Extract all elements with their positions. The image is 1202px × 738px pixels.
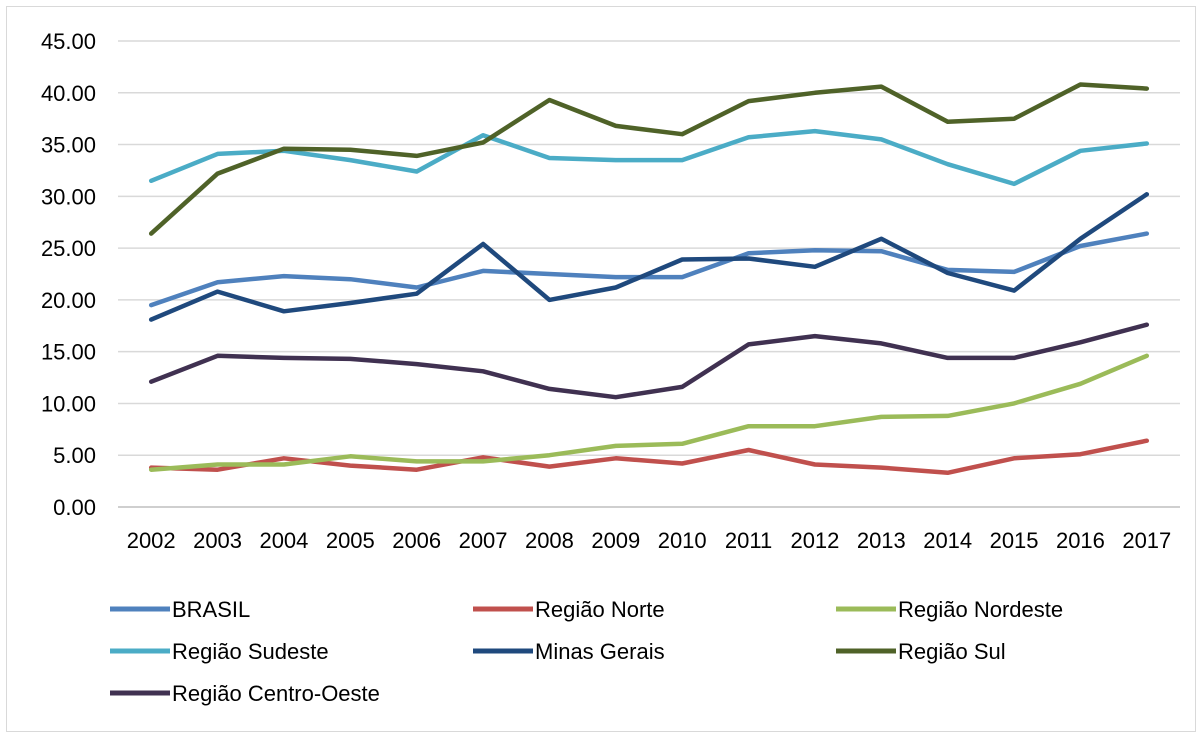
- series-regi-o-sudeste: [148, 128, 1150, 187]
- x-tick-label: 2002: [127, 528, 176, 553]
- series-line: [148, 231, 1150, 308]
- y-tick-label: 10.00: [41, 391, 96, 416]
- legend-item: Região Centro-Oeste: [110, 681, 380, 706]
- y-tick-label: 30.00: [41, 184, 96, 209]
- y-tick-label: 45.00: [41, 29, 96, 54]
- legend-label: Região Sudeste: [172, 639, 329, 664]
- legend-label: BRASIL: [172, 597, 250, 622]
- x-tick-label: 2007: [459, 528, 508, 553]
- legend-item: Região Norte: [473, 597, 665, 622]
- series-line: [148, 353, 1150, 472]
- x-tick-label: 2012: [790, 528, 839, 553]
- legend-item: Região Sul: [836, 639, 1006, 664]
- x-tick-label: 2011: [725, 528, 772, 553]
- x-tick-label: 2009: [591, 528, 640, 553]
- x-tick-label: 2006: [392, 528, 441, 553]
- y-tick-label: 25.00: [41, 236, 96, 261]
- series-lines: [148, 82, 1150, 476]
- legend-item: BRASIL: [110, 597, 250, 622]
- x-tick-label: 2015: [990, 528, 1039, 553]
- x-tick-label: 2010: [658, 528, 707, 553]
- series-brasil: [148, 231, 1150, 308]
- legend-item: Região Sudeste: [110, 639, 329, 664]
- legend-label: Região Nordeste: [898, 597, 1063, 622]
- series-line: [148, 128, 1150, 187]
- y-tick-label: 5.00: [53, 443, 96, 468]
- y-tick-label: 15.00: [41, 340, 96, 365]
- x-tick-label: 2004: [259, 528, 308, 553]
- series-regi-o-nordeste: [148, 353, 1150, 472]
- y-tick-label: 0.00: [53, 495, 96, 520]
- y-tick-label: 35.00: [41, 133, 96, 158]
- series-minas-gerais: [148, 192, 1150, 322]
- gridlines: [118, 40, 1180, 508]
- x-tick-label: 2005: [326, 528, 375, 553]
- series-regi-o-sul: [148, 82, 1150, 236]
- x-tick-label: 2013: [857, 528, 906, 553]
- x-axis: 2002 2003 2004 2005 2006 2007 2008 2009 2010 2011…: [127, 528, 1172, 553]
- x-tick-label: 2008: [525, 528, 574, 553]
- legend-label: Região Sul: [898, 639, 1006, 664]
- chart-frame: [6, 6, 1196, 732]
- series-line: [148, 192, 1150, 322]
- legend-item: Região Nordeste: [836, 597, 1063, 622]
- x-tick-label: 2014: [923, 528, 972, 553]
- y-tick-label: 40.00: [41, 81, 96, 106]
- legend-item: Minas Gerais: [473, 639, 665, 664]
- x-tick-label: 2003: [193, 528, 242, 553]
- legend-label: Minas Gerais: [535, 639, 665, 664]
- series-line: [148, 82, 1150, 236]
- x-tick-label: 2017: [1122, 528, 1171, 553]
- legend: BRASIL Região Norte Região Nordeste Região …: [110, 597, 1063, 706]
- y-axis: 0.00 5.00 10.00 15.00 20.00 25.00 30.00 35.00 40…: [41, 29, 96, 520]
- legend-label: Região Norte: [535, 597, 665, 622]
- legend-label: Região Centro-Oeste: [172, 681, 380, 706]
- series-regi-o-centro-oeste: [148, 322, 1150, 400]
- series-line: [148, 322, 1150, 400]
- y-tick-label: 20.00: [41, 288, 96, 313]
- x-tick-label: 2016: [1056, 528, 1105, 553]
